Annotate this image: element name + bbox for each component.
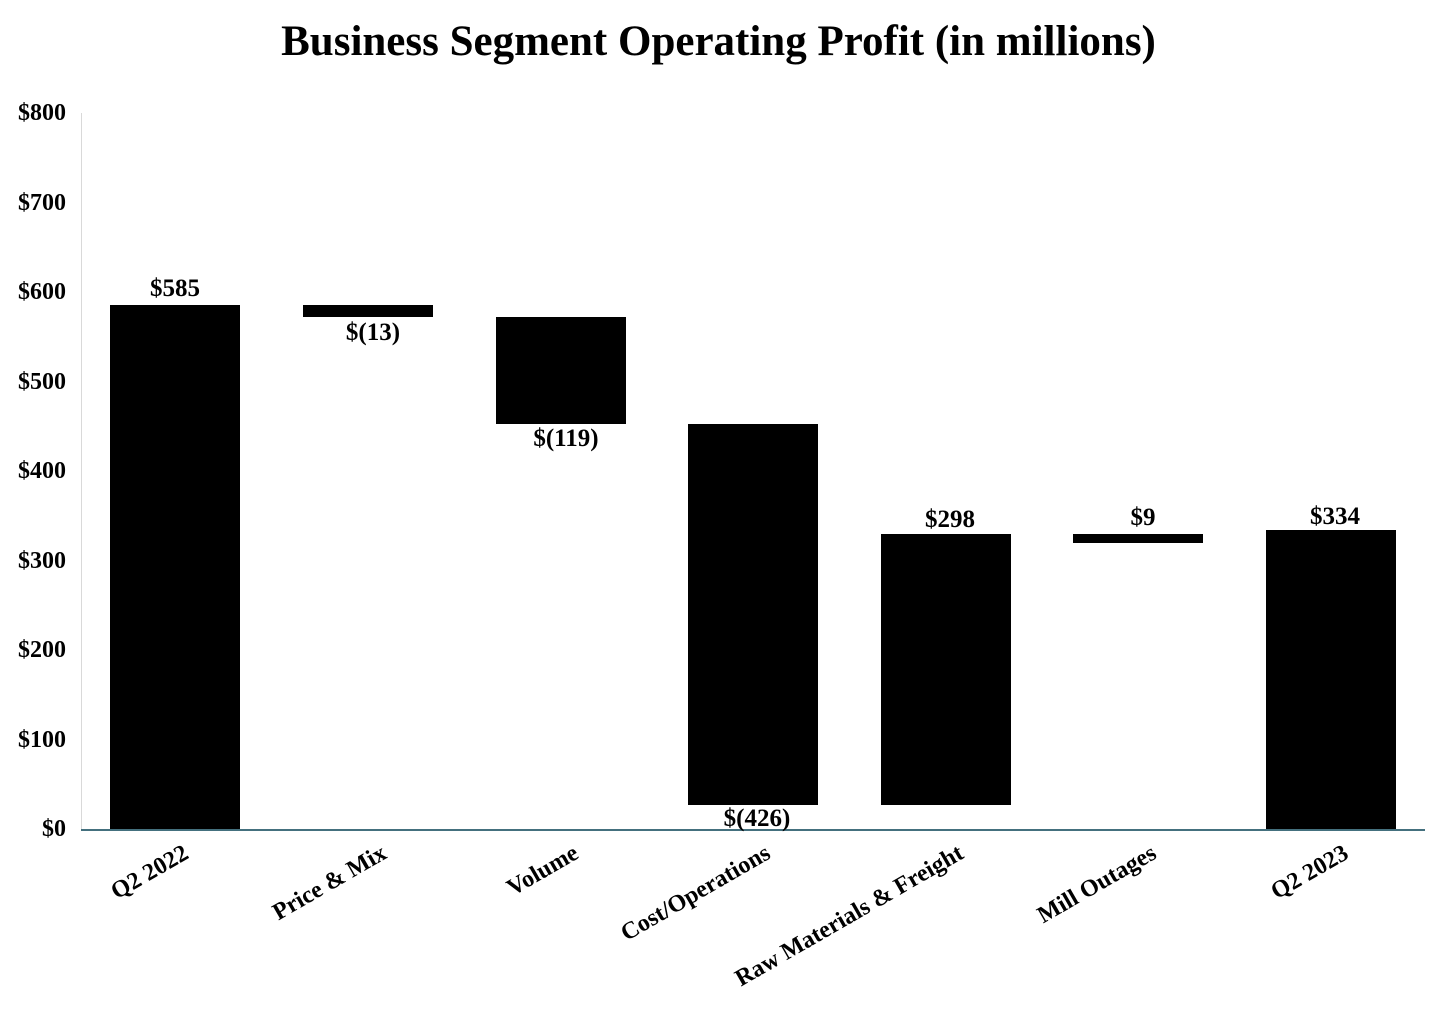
bar-value-label: $9 [1130,504,1156,531]
bar-value-label: $(426) [723,805,791,832]
y-axis-tick-label: $500 [18,369,66,395]
x-axis-label-text: Q2 2023 [1266,840,1353,905]
bar-value-label: $585 [150,275,200,302]
x-axis-label-text: Mill Outages [1033,840,1161,929]
bar-value-label: $334 [1310,503,1360,530]
bar-value-label: $298 [925,506,975,533]
bar-mill-outages[interactable] [1073,534,1203,543]
y-axis-tick-label: $400 [18,458,66,484]
bar-volume[interactable] [496,317,626,424]
x-axis-label-text: Price & Mix [268,840,391,926]
x-axis-label: Q2 2022 [0,840,193,1026]
y-axis-tick-label: $600 [18,279,66,305]
y-axis-tick-label: $100 [18,727,66,753]
y-axis-tick-label: $700 [18,190,66,216]
page-title: Business Segment Operating Profit (in mi… [281,18,1156,65]
bar-value-label: $(13) [345,319,401,346]
y-axis-tick-label: $0 [42,816,66,842]
bar-q2-2023[interactable] [1266,530,1396,829]
y-axis-tick-label: $800 [18,100,66,126]
x-axis-label-text: Cost/Operations [616,840,775,947]
bar-raw-materials-freight[interactable] [881,534,1011,805]
bar-value-label: $(119) [533,425,599,452]
x-axis-label-text: Volume [502,840,583,902]
y-axis-line [81,113,82,829]
bar-cost-operations[interactable] [688,424,818,805]
y-axis-tick-label: $300 [18,548,66,574]
bar-price-mix[interactable] [303,305,433,317]
x-axis-line [81,829,1425,831]
y-axis-tick-label: $200 [18,637,66,663]
bar-q2-2022[interactable] [110,305,240,829]
x-axis-label-text: Q2 2022 [106,840,193,905]
